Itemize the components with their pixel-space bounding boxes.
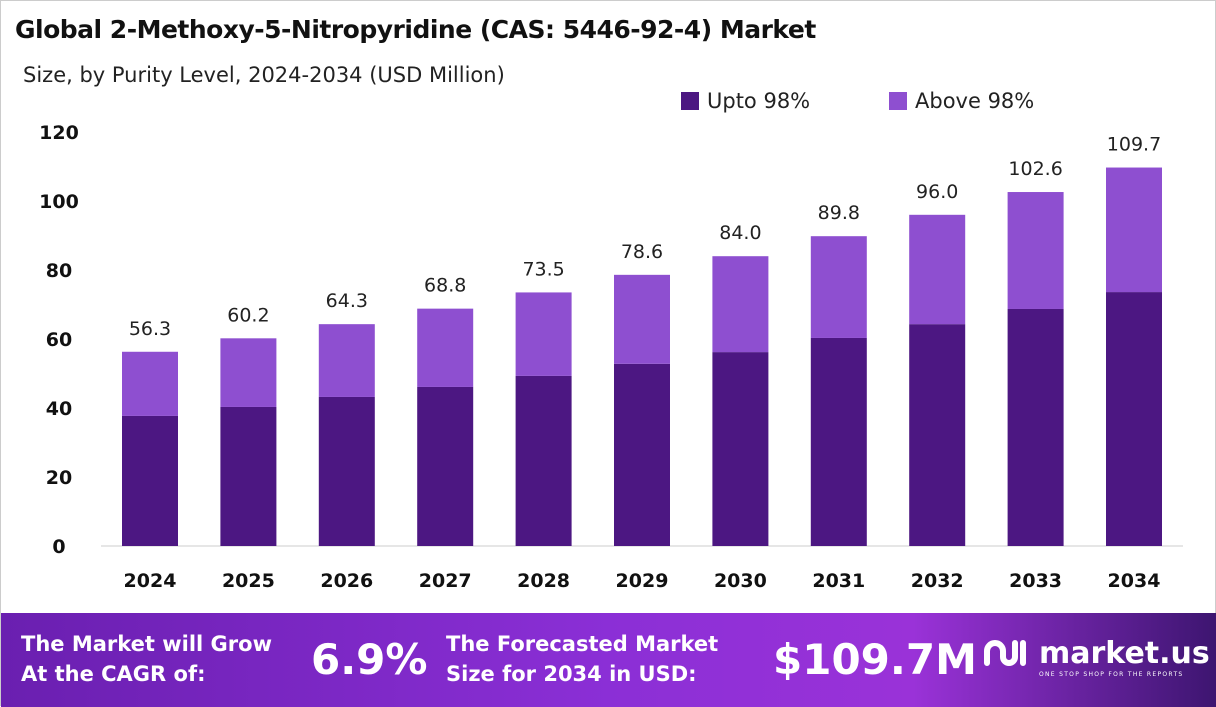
logo-icon <box>984 640 1026 666</box>
y-tick-label: 80 <box>46 260 72 282</box>
bar-segment <box>318 324 375 397</box>
bar-segment <box>810 337 867 546</box>
logo-name: market.us <box>1039 635 1210 671</box>
chart-subtitle: Size, by Purity Level, 2024-2034 (USD Mi… <box>23 63 505 87</box>
y-tick-label: 100 <box>39 191 79 213</box>
forecast-value: $109.7M <box>773 635 977 684</box>
data-label: 56.3 <box>129 318 171 340</box>
bar-segment <box>909 324 966 546</box>
bar-segment <box>810 236 867 338</box>
bar-segment <box>909 214 966 325</box>
bar-segment <box>614 274 670 364</box>
data-label: 89.8 <box>818 202 860 224</box>
footer-banner: The Market will Grow At the CAGR of: 6.9%… <box>1 613 1216 707</box>
forecast-label-line: The Forecasted Market <box>446 632 719 656</box>
market-us-logo: market.us ONE STOP SHOP FOR THE REPORTS <box>981 633 1210 678</box>
legend-item-above-98: Above 98% <box>889 89 1034 113</box>
x-tick-label: 2034 <box>1108 570 1161 592</box>
x-tick-label: 2028 <box>517 570 570 592</box>
bar-segment <box>515 375 572 546</box>
bar-segment <box>712 256 769 353</box>
y-tick-label: 0 <box>52 536 65 558</box>
bar-segment <box>417 308 474 387</box>
cagr-label-line: The Market will Grow <box>21 632 272 656</box>
bar-segment <box>1106 167 1162 293</box>
bar-segment <box>712 352 769 546</box>
data-label: 102.6 <box>1008 158 1062 180</box>
y-tick-label: 40 <box>46 398 72 420</box>
x-tick-label: 2030 <box>714 570 767 592</box>
bar-segment <box>220 406 277 546</box>
y-tick-label: 120 <box>39 122 79 144</box>
legend-label: Above 98% <box>915 89 1035 113</box>
cagr-label-line: At the CAGR of: <box>21 662 206 686</box>
bar-segment <box>417 386 474 546</box>
x-tick-label: 2033 <box>1009 570 1062 592</box>
bar-segment <box>1106 292 1162 546</box>
bar-segment <box>220 338 277 407</box>
forecast-label-line: Size for 2034 in USD: <box>446 662 697 686</box>
data-label: 73.5 <box>522 258 564 280</box>
data-label: 84.0 <box>719 222 761 244</box>
y-tick-label: 20 <box>46 467 72 489</box>
legend-label: Upto 98% <box>707 89 811 113</box>
data-label: 60.2 <box>227 304 269 326</box>
y-tick-label: 60 <box>46 329 72 351</box>
bar-chart: 0 20 40 60 80 100 120 56.3 2024 60.2 2025 64.3 2026 6… <box>39 122 1183 592</box>
data-label: 96.0 <box>916 181 958 203</box>
legend-swatch <box>681 92 699 110</box>
chart-title: Global 2-Methoxy-5-Nitropyridine (CAS: 5… <box>15 15 816 44</box>
x-tick-label: 2031 <box>812 570 865 592</box>
x-tick-label: 2026 <box>320 570 373 592</box>
legend-item-upto-98: Upto 98% <box>681 89 810 113</box>
bar-segment <box>318 396 375 546</box>
x-tick-label: 2029 <box>616 570 669 592</box>
x-tick-label: 2027 <box>419 570 472 592</box>
logo-tagline: ONE STOP SHOP FOR THE REPORTS <box>1039 671 1184 678</box>
data-label: 109.7 <box>1107 134 1161 156</box>
x-tick-label: 2024 <box>124 570 177 592</box>
bar-segment <box>515 292 572 376</box>
bar-segment <box>1007 192 1064 309</box>
bar-segment <box>614 363 670 546</box>
bar-segment <box>1007 308 1064 546</box>
cagr-value: 6.9% <box>311 635 428 684</box>
data-label: 68.8 <box>424 275 466 297</box>
cagr-label: The Market will Grow At the CAGR of: <box>21 629 272 689</box>
x-tick-label: 2025 <box>222 570 275 592</box>
data-label: 64.3 <box>326 290 368 312</box>
x-tick-label: 2032 <box>911 570 964 592</box>
bar-segment <box>122 351 178 416</box>
bar-segment <box>122 415 178 546</box>
forecast-label: The Forecasted Market Size for 2034 in US… <box>446 629 718 689</box>
legend-swatch <box>889 92 907 110</box>
data-label: 78.6 <box>621 241 663 263</box>
